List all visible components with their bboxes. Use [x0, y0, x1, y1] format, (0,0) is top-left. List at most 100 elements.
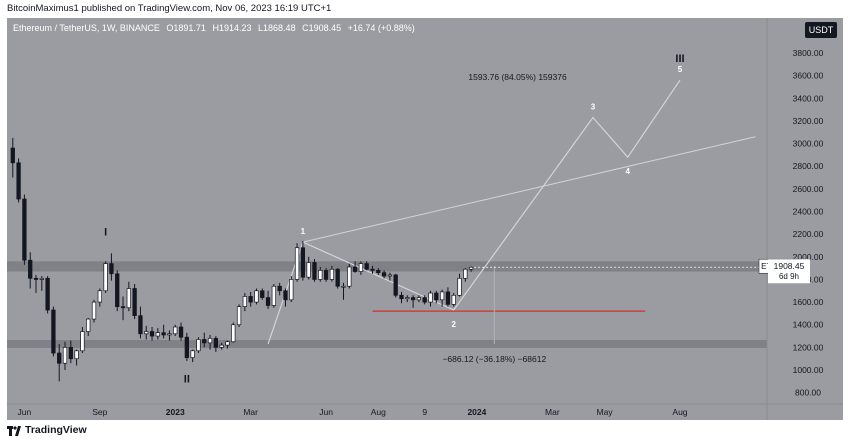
- candle-body: [410, 297, 416, 301]
- candle: [68, 340, 73, 364]
- candle-body: [352, 266, 358, 272]
- candle: [434, 290, 439, 304]
- brand-name: TradingView: [25, 424, 87, 436]
- candle-body: [434, 292, 439, 301]
- candle: [80, 327, 85, 354]
- candle: [463, 268, 468, 282]
- candle-body: [173, 326, 178, 335]
- x-tick-label: 2023: [166, 407, 185, 417]
- horizontal-zone-0: [7, 261, 767, 272]
- candle-body: [132, 288, 137, 317]
- candle-body: [381, 272, 387, 277]
- candle: [51, 306, 56, 357]
- candle-body: [376, 270, 381, 274]
- candle: [184, 332, 189, 361]
- legend-symbol: Ethereum / TetherUS, 1W, BINANCE: [13, 23, 160, 33]
- candle-body: [364, 263, 369, 270]
- candle: [260, 288, 265, 300]
- candle-body: [451, 294, 456, 305]
- candle: [248, 291, 253, 307]
- candle: [219, 342, 224, 350]
- candle-body: [178, 326, 184, 338]
- candle: [202, 332, 207, 348]
- candle-body: [22, 198, 27, 261]
- candle-body: [196, 339, 201, 352]
- candle: [318, 266, 323, 282]
- measure-annotation-4: −686.12 (−36.18%) −68612: [442, 354, 546, 364]
- currency-unit-button[interactable]: USDT: [805, 22, 837, 38]
- candle-body: [242, 296, 248, 307]
- candle: [271, 283, 277, 308]
- candle: [457, 273, 462, 297]
- candle-body: [126, 288, 131, 309]
- candle: [86, 317, 91, 337]
- chart-area[interactable]: 1 2 3 4 5 I II III 1593.76 (84.05%) 159376 −686.1…: [7, 18, 843, 420]
- ohlc-legend: Ethereum / TetherUS, 1W, BINANCE O1891.7…: [13, 23, 419, 33]
- x-tick-label: Jun: [18, 407, 32, 417]
- candle: [57, 343, 62, 382]
- channel-line: [302, 136, 756, 243]
- candle-body: [45, 277, 50, 311]
- candle: [39, 276, 44, 291]
- measure-annotation-3: 1593.76 (84.05%) 159376: [468, 72, 567, 82]
- candle-body: [405, 297, 410, 300]
- candle-body: [335, 268, 340, 287]
- legend-close: C1908.45: [302, 23, 342, 33]
- candle: [399, 291, 404, 304]
- candle-body: [306, 262, 311, 278]
- x-tick-label: Sep: [92, 407, 107, 417]
- y-tick-label: 3400.00: [793, 93, 824, 103]
- candle: [294, 243, 300, 282]
- candle-body: [329, 268, 335, 280]
- price-tag-value: 1908.45: [774, 261, 805, 271]
- candle-body: [120, 306, 126, 309]
- candle-body: [207, 337, 213, 344]
- candle: [254, 288, 259, 305]
- candle-body: [347, 266, 352, 287]
- candle-body: [318, 270, 323, 280]
- candle: [97, 288, 102, 307]
- y-tick-label: 2200.00: [793, 229, 824, 239]
- y-tick-label: 3200.00: [793, 116, 824, 126]
- wave-degree-label-0: I: [104, 226, 107, 238]
- candle: [329, 265, 335, 282]
- candle-body: [248, 296, 253, 303]
- candle: [410, 295, 416, 308]
- candle-body: [416, 297, 422, 301]
- candle-body: [289, 279, 294, 301]
- candle-body: [265, 297, 271, 306]
- candle: [196, 337, 201, 354]
- candle-body: [358, 263, 364, 272]
- candle: [335, 268, 340, 289]
- candle: [265, 290, 271, 309]
- candle-body: [155, 332, 160, 337]
- candle: [132, 283, 137, 320]
- candle-body: [468, 266, 474, 270]
- wave-label-2: 2: [451, 320, 456, 329]
- candle: [149, 327, 155, 341]
- candle-body: [161, 332, 166, 336]
- candle-body: [109, 263, 114, 275]
- candle: [178, 322, 184, 341]
- candle: [161, 324, 166, 339]
- candle-body: [202, 339, 207, 344]
- candle-body: [33, 277, 39, 280]
- candle: [45, 276, 50, 314]
- tradingview-logo-icon: [7, 426, 21, 436]
- candle-body: [86, 318, 91, 332]
- candle: [312, 259, 317, 282]
- publisher-text: BitcoinMaximus1 published on TradingView…: [7, 3, 332, 14]
- candle-body: [236, 306, 242, 326]
- y-tick-label: 3000.00: [793, 139, 824, 149]
- candle: [300, 240, 306, 281]
- candle-body: [283, 290, 288, 301]
- wave-label-3: 3: [591, 103, 596, 112]
- candle-body: [300, 247, 306, 278]
- candle-body: [341, 285, 346, 288]
- x-tick-label: Mar: [545, 407, 560, 417]
- candle-body: [10, 147, 15, 164]
- y-tick-label: 1000.00: [793, 365, 824, 375]
- candle-body: [57, 352, 62, 364]
- candle-body: [62, 347, 68, 364]
